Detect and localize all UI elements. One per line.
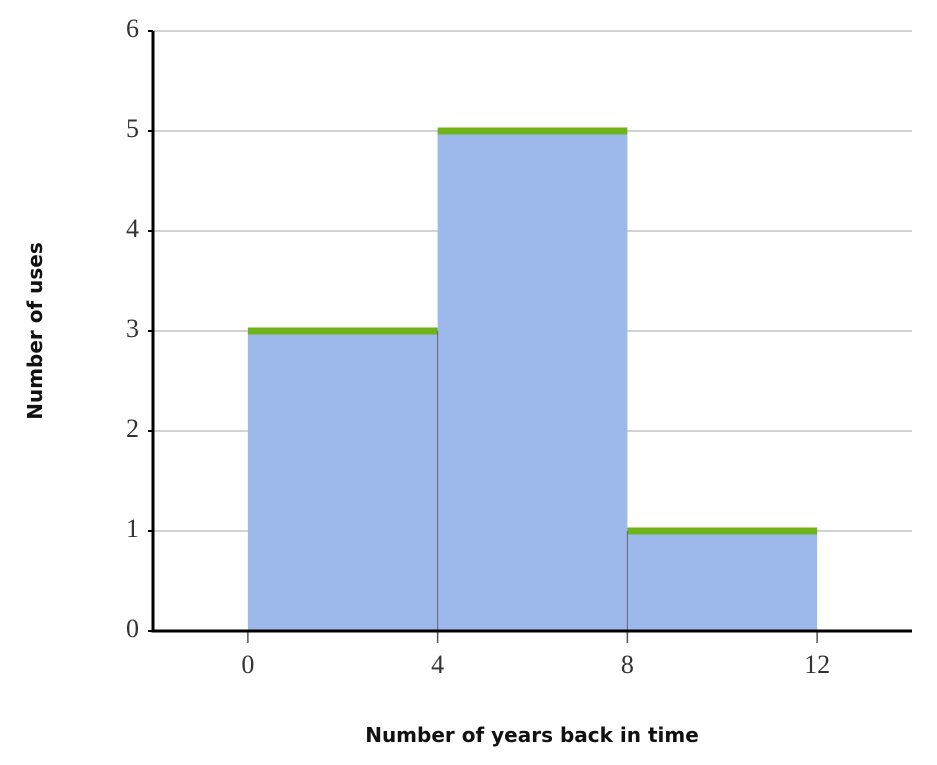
y-tick-label: 1 <box>126 514 139 543</box>
bar <box>437 131 628 631</box>
y-tick-label: 5 <box>126 114 139 143</box>
bar <box>627 531 818 631</box>
x-tick-label: 12 <box>804 650 830 679</box>
y-axis-title: Number of uses <box>23 242 47 420</box>
x-axis-title: Number of years back in time <box>365 723 699 747</box>
x-tick-label: 4 <box>431 650 444 679</box>
bar <box>247 331 438 631</box>
y-tick-label: 3 <box>126 314 139 343</box>
y-tick-label: 2 <box>126 414 139 443</box>
y-tick-label: 0 <box>126 614 139 643</box>
x-tick-label: 8 <box>621 650 634 679</box>
x-tick-label: 0 <box>241 650 254 679</box>
y-tick-label: 6 <box>126 14 139 43</box>
y-tick-label: 4 <box>126 214 139 243</box>
